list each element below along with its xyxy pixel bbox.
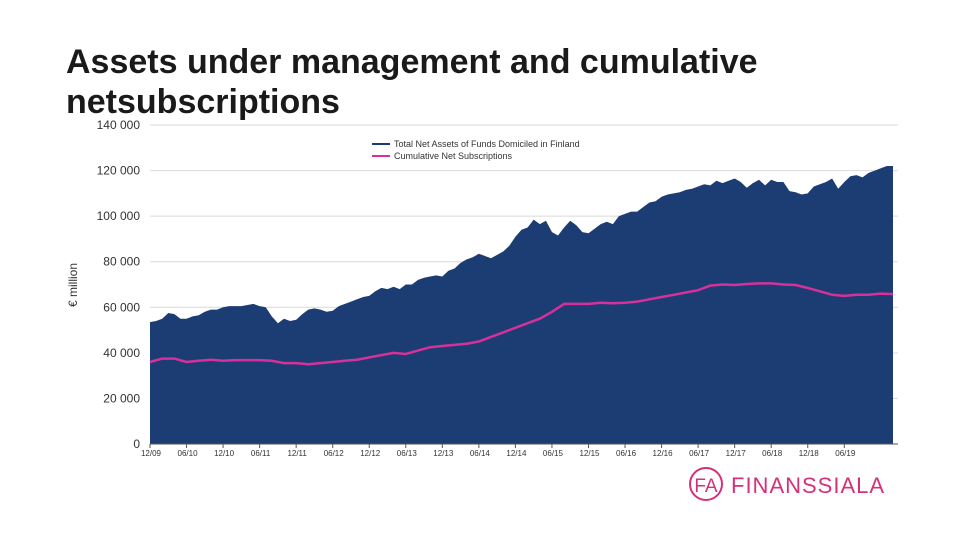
y-tick-labels: 0 20 000 40 000 60 000 80 000 100 000 120 000 1… [97,118,141,451]
legend-label: Cumulative Net Subscriptions [394,151,513,161]
x-tick-label: 06/17 [689,449,710,458]
chart-title: Assets under management and cumulative n… [66,43,758,121]
y-tick-label: 140 000 [97,118,141,132]
x-tick-label: 06/19 [835,449,856,458]
series-area-total-net-assets [150,166,893,444]
y-tick-label: 80 000 [103,255,140,269]
y-axis-label: € million [66,263,80,307]
x-tick-label: 06/12 [324,449,345,458]
finanssiala-logo: FA FINANSSIALA [689,467,885,501]
x-tick-label: 12/13 [433,449,454,458]
x-tick-label: 06/15 [543,449,564,458]
x-tick-label: 12/17 [726,449,747,458]
x-tick-label: 06/16 [616,449,637,458]
legend: Total Net Assets of Funds Domiciled in F… [372,139,580,161]
legend-label: Total Net Assets of Funds Domiciled in F… [394,139,580,149]
y-tick-label: 120 000 [97,164,141,178]
y-tick-label: 40 000 [103,346,140,360]
y-tick-label: 20 000 [103,391,140,405]
series-layer [149,166,894,444]
x-tick-label: 12/11 [287,449,307,458]
logo-text: FINANSSIALA [731,473,885,498]
x-tick-label: 12/12 [360,449,381,458]
x-tick-label: 12/18 [799,449,820,458]
logo-mark: FA [694,476,718,497]
y-tick-label: 0 [133,437,140,451]
x-tick-label: 12/09 [141,449,162,458]
x-tick-label: 12/15 [579,449,600,458]
x-tick-label: 12/14 [506,449,527,458]
logo-mark-circle [689,467,723,501]
y-tick-label: 60 000 [103,300,140,314]
x-tick-label: 12/10 [214,449,235,458]
x-tick-label: 06/13 [397,449,418,458]
series-line-cumulative-net-subscriptions [149,282,894,366]
x-tick-label: 06/18 [762,449,783,458]
x-tick-label: 12/16 [653,449,674,458]
y-tick-label: 100 000 [97,209,141,223]
x-tick-label: 06/10 [178,449,199,458]
x-tick-label: 06/14 [470,449,491,458]
x-tick-labels: 12/09 06/10 12/10 06/11 12/11 06/12 12/12 06/13… [141,444,856,458]
x-tick-label: 06/11 [251,449,271,458]
